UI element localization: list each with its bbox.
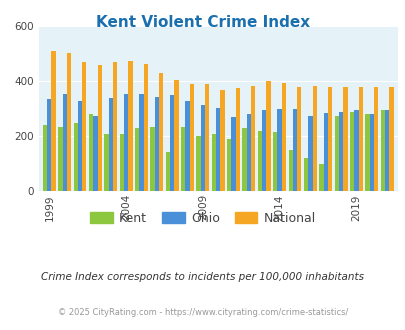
Bar [226, 139, 231, 191]
Bar [62, 94, 67, 191]
Bar [380, 110, 384, 191]
Bar [159, 73, 163, 191]
Bar [135, 128, 139, 191]
Bar [139, 94, 143, 191]
Text: Kent Violent Crime Index: Kent Violent Crime Index [96, 15, 309, 30]
Bar [246, 115, 250, 191]
Bar [364, 115, 369, 191]
Bar [292, 109, 296, 191]
Bar [338, 112, 342, 191]
Bar [58, 127, 62, 191]
Bar [349, 112, 354, 191]
Bar [154, 97, 159, 191]
Bar [354, 110, 358, 191]
Bar [150, 127, 154, 191]
Bar [281, 83, 286, 191]
Bar [235, 88, 239, 191]
Bar [358, 87, 362, 191]
Bar [124, 94, 128, 191]
Bar [128, 61, 132, 191]
Bar [170, 95, 174, 191]
Bar [327, 87, 331, 191]
Bar [273, 132, 277, 191]
Bar [43, 125, 47, 191]
Bar [388, 87, 392, 191]
Bar [51, 51, 55, 191]
Bar [165, 151, 170, 191]
Bar [119, 134, 124, 191]
Bar [205, 84, 209, 191]
Bar [266, 82, 270, 191]
Bar [312, 85, 316, 191]
Bar [242, 128, 246, 191]
Text: © 2025 CityRating.com - https://www.cityrating.com/crime-statistics/: © 2025 CityRating.com - https://www.city… [58, 308, 347, 317]
Bar [323, 113, 327, 191]
Bar [196, 136, 200, 191]
Bar [384, 110, 388, 191]
Bar [373, 87, 377, 191]
Bar [307, 116, 312, 191]
Bar [231, 117, 235, 191]
Bar [303, 158, 307, 191]
Bar [318, 164, 323, 191]
Text: Crime Index corresponds to incidents per 100,000 inhabitants: Crime Index corresponds to incidents per… [41, 272, 364, 282]
Bar [89, 115, 93, 191]
Bar [369, 115, 373, 191]
Bar [215, 108, 220, 191]
Bar [113, 62, 117, 191]
Bar [334, 116, 338, 191]
Bar [262, 110, 266, 191]
Bar [82, 62, 86, 191]
Bar [257, 131, 262, 191]
Bar [342, 87, 347, 191]
Bar [189, 84, 194, 191]
Bar [200, 105, 205, 191]
Bar [108, 98, 113, 191]
Bar [181, 127, 185, 191]
Legend: Kent, Ohio, National: Kent, Ohio, National [85, 207, 320, 230]
Bar [143, 64, 147, 191]
Bar [78, 101, 82, 191]
Bar [47, 99, 51, 191]
Bar [185, 101, 189, 191]
Bar [296, 87, 301, 191]
Bar [97, 65, 102, 191]
Bar [288, 150, 292, 191]
Bar [67, 52, 71, 191]
Bar [104, 134, 108, 191]
Bar [211, 134, 215, 191]
Bar [73, 123, 78, 191]
Bar [220, 90, 224, 191]
Bar [93, 116, 97, 191]
Bar [174, 80, 178, 191]
Bar [277, 109, 281, 191]
Bar [250, 85, 255, 191]
